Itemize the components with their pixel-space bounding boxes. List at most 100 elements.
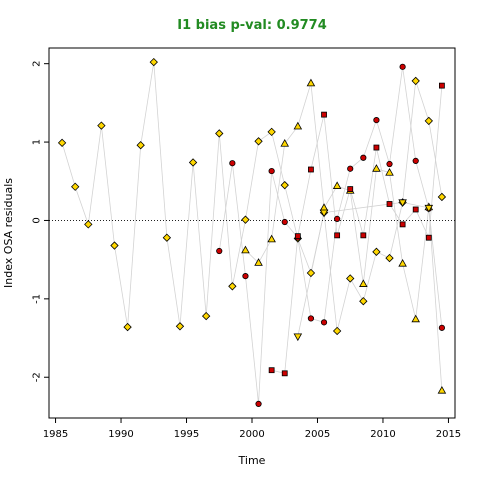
- series-5-line: [297, 201, 429, 337]
- series-2-point: [229, 160, 236, 167]
- series-4-point: [412, 206, 419, 213]
- series-3-point: [437, 385, 447, 394]
- series-1-point: [372, 247, 381, 256]
- x-tick-label: 1990: [108, 429, 133, 440]
- series-4-point: [268, 367, 275, 374]
- series-2-point: [438, 324, 446, 331]
- series-1-point: [149, 57, 158, 67]
- chart-title: I1 bias p-val: 0.9774: [177, 18, 327, 33]
- series-3-point: [398, 258, 407, 267]
- series-1-point: [411, 76, 420, 86]
- series-1-point: [280, 181, 289, 190]
- series-1-point: [359, 297, 368, 306]
- series-2-point: [242, 273, 249, 280]
- series-1-point: [385, 253, 394, 263]
- series-1-point: [175, 322, 185, 331]
- x-axis: 1985 1990 1995 2000 2005 2010 2015: [43, 418, 461, 440]
- y-tick-label: -1: [32, 294, 43, 304]
- series-5-point: [293, 333, 303, 342]
- series-4-point: [386, 201, 393, 207]
- y-tick-label: 2: [31, 60, 42, 66]
- series-3-line: [245, 83, 443, 391]
- series-1-point: [241, 215, 250, 224]
- series-1-point: [71, 182, 80, 191]
- series-4-point: [347, 186, 354, 193]
- y-tick-label: 1: [32, 139, 43, 145]
- series-2-point: [373, 117, 380, 124]
- series-5-point: [424, 204, 434, 213]
- x-tick-label: 2010: [370, 429, 395, 440]
- series-4-point: [281, 370, 288, 377]
- series-4-point: [360, 232, 367, 239]
- series-2-point: [320, 319, 328, 326]
- series-1-point: [332, 326, 342, 336]
- series-2-line: [218, 66, 443, 404]
- data-points: [57, 57, 447, 407]
- series-2-point: [347, 165, 354, 172]
- series-2-point: [412, 157, 419, 164]
- series-1-point: [97, 121, 106, 130]
- series-1-point: [110, 241, 119, 250]
- series-lines: [61, 62, 443, 404]
- x-tick-label: 2005: [305, 429, 330, 440]
- y-tick-label: 0: [32, 217, 43, 223]
- x-tick-label: 2015: [436, 429, 461, 440]
- series-3-point: [359, 279, 368, 287]
- y-tick-label: -2: [32, 372, 43, 382]
- series-4-point: [439, 82, 445, 89]
- x-tick-label: 2000: [239, 429, 264, 440]
- series-2-point: [334, 215, 341, 222]
- series-4-point: [294, 233, 301, 240]
- series-3-point: [411, 314, 420, 323]
- series-1-point: [424, 116, 433, 126]
- series-3-point: [254, 258, 263, 266]
- series-2-point: [281, 218, 288, 226]
- series-2-point: [360, 154, 367, 161]
- series-1-point: [136, 141, 145, 150]
- x-tick-label: 1985: [43, 429, 68, 440]
- series-3-point: [319, 203, 329, 211]
- series-2-point: [307, 315, 315, 322]
- series-1-point: [57, 138, 67, 148]
- series-3-point: [332, 181, 342, 189]
- y-axis: -2 -1 0 1 2: [31, 60, 49, 382]
- series-5-point: [398, 199, 407, 208]
- series-4-point: [373, 144, 380, 151]
- series-1-point: [254, 137, 263, 146]
- series-4-point: [308, 166, 314, 173]
- y-axis-label: Index OSA residuals: [2, 178, 15, 288]
- series-1-point: [437, 192, 447, 202]
- series-1-point: [201, 311, 211, 321]
- series-4-point: [399, 221, 406, 228]
- series-1-point: [84, 220, 93, 229]
- series-2-point: [268, 167, 275, 175]
- series-4-point: [321, 111, 327, 118]
- series-3-point: [267, 234, 276, 243]
- series-2-point: [399, 63, 406, 70]
- series-2-point: [255, 400, 262, 407]
- series-4-point: [334, 232, 341, 239]
- series-1-point: [123, 322, 132, 332]
- series-1-point: [306, 268, 316, 278]
- series-3-point: [385, 168, 394, 176]
- series-3-point: [372, 164, 381, 172]
- plot-area: [48, 47, 456, 419]
- series-1-point: [188, 158, 198, 167]
- x-axis-label: Time: [238, 454, 266, 467]
- series-1-point: [162, 233, 172, 242]
- series-2-point: [386, 160, 393, 168]
- series-2-point: [216, 247, 223, 255]
- series-5-point: [319, 209, 329, 218]
- series-3-point: [241, 245, 250, 254]
- series-3-point: [293, 121, 303, 130]
- series-1-point: [228, 282, 237, 291]
- series-1-line: [61, 62, 443, 332]
- series-1-point: [346, 274, 355, 283]
- x-tick-label: 1995: [174, 429, 199, 440]
- series-1-point: [267, 127, 276, 137]
- series-3-point: [306, 78, 316, 87]
- series-3-point: [280, 139, 290, 147]
- series-1-point: [215, 129, 224, 138]
- series-4-point: [425, 234, 432, 241]
